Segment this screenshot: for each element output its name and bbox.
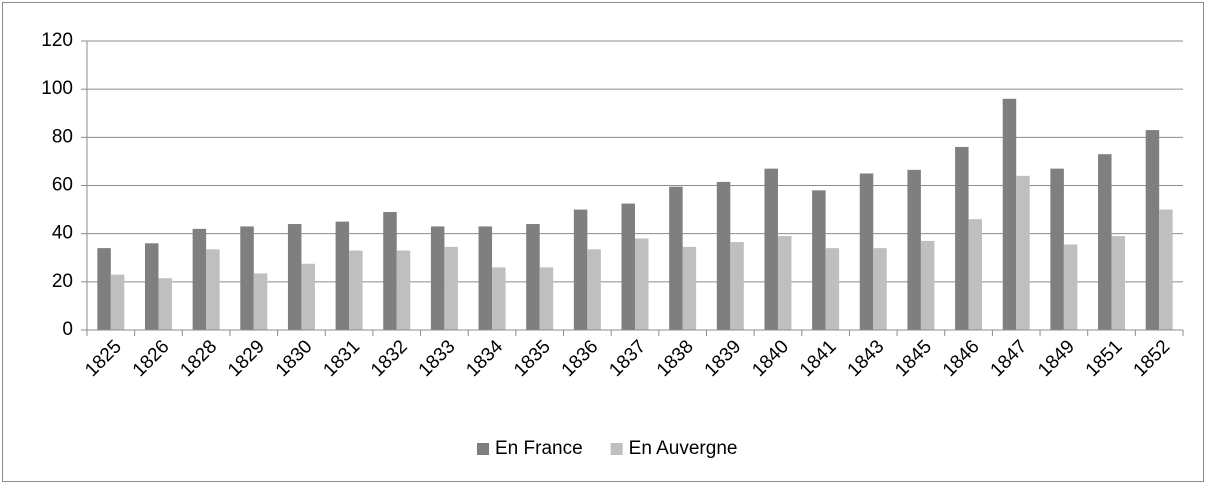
bar — [621, 203, 635, 330]
bar — [1050, 168, 1064, 330]
bar — [764, 168, 778, 330]
legend-swatch — [610, 443, 623, 455]
bar — [110, 274, 125, 330]
bar — [253, 273, 268, 330]
bar — [144, 243, 159, 330]
y-tick-label: 40 — [52, 223, 73, 244]
bar — [383, 211, 397, 330]
bar — [240, 226, 254, 330]
bar — [478, 226, 493, 330]
y-tick-label: 100 — [41, 78, 73, 99]
bar — [335, 221, 350, 330]
bar — [192, 228, 207, 330]
bar — [301, 263, 315, 330]
bar — [539, 267, 554, 330]
bar — [573, 209, 588, 330]
bar — [635, 238, 649, 330]
legend-label: En Auvergne — [629, 438, 738, 459]
legend-swatch — [477, 443, 489, 455]
bar — [430, 226, 445, 330]
bar — [1098, 154, 1112, 330]
bar — [287, 224, 302, 330]
bar — [1145, 130, 1160, 330]
bar — [396, 250, 411, 330]
bar — [955, 146, 969, 330]
bar — [873, 248, 887, 330]
bar — [97, 248, 111, 330]
bar — [444, 246, 458, 330]
legend-label: En France — [495, 438, 583, 459]
bar — [526, 224, 540, 330]
bar — [730, 242, 744, 330]
y-tick-label: 0 — [62, 319, 73, 340]
bar — [920, 240, 935, 330]
bar — [825, 248, 840, 330]
bar — [1063, 244, 1078, 330]
bar — [812, 190, 826, 330]
y-tick-label: 20 — [52, 271, 73, 292]
bar — [1016, 175, 1030, 330]
bar — [968, 219, 983, 330]
bar — [1159, 209, 1173, 330]
bar — [682, 246, 697, 330]
bar — [777, 236, 792, 330]
bar — [859, 173, 874, 330]
y-tick-label: 60 — [52, 175, 73, 196]
bar — [1111, 236, 1126, 330]
bar — [669, 186, 683, 330]
bar — [1002, 98, 1017, 330]
y-tick-label: 80 — [52, 126, 73, 147]
bar — [349, 250, 363, 330]
bar — [492, 267, 506, 330]
y-tick-label: 120 — [41, 30, 73, 51]
bar — [716, 181, 731, 330]
bar — [206, 249, 220, 330]
bar — [907, 169, 921, 330]
bar — [158, 278, 172, 330]
bar — [587, 249, 601, 330]
